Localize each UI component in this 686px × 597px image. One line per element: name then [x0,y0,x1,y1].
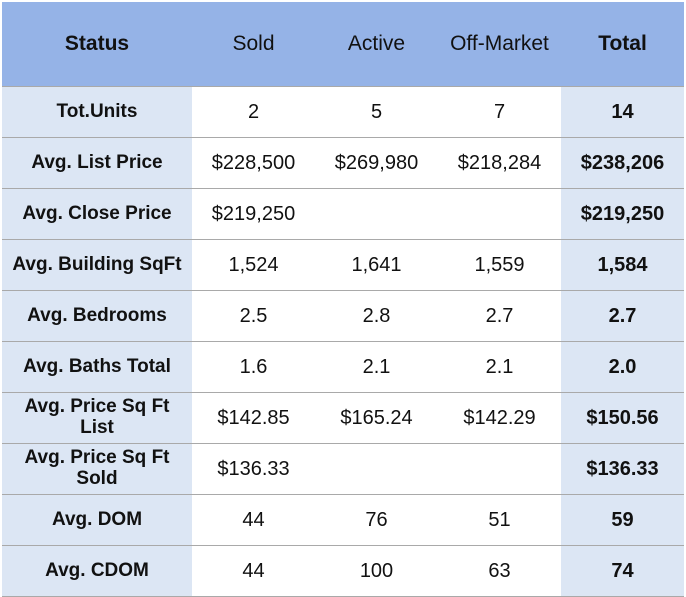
table-cell: $142.85 [192,392,315,444]
row-label: Avg. Building SqFt [2,239,192,291]
table-cell: $136.33 [192,443,315,495]
table-cell: 2.7 [438,290,561,342]
column-header: Sold [192,2,315,87]
total-cell: 74 [561,545,684,597]
table-cell: 2.1 [438,341,561,393]
table-cell: 7 [438,86,561,138]
row-label: Tot.Units [2,86,192,138]
table-cell: 1,524 [192,239,315,291]
row-label: Avg. Price Sq Ft Sold [2,443,192,495]
table-cell: $165.24 [315,392,438,444]
row-label: Avg. Baths Total [2,341,192,393]
column-header: Status [2,2,192,87]
table-row: Avg. Price Sq Ft Sold $136.33 $136.33 [2,443,684,495]
table-cell: $228,500 [192,137,315,189]
table-cell [438,443,561,495]
table-row: Avg. CDOM 44 100 63 74 [2,545,684,597]
table-cell: 44 [192,545,315,597]
row-label: Avg. DOM [2,494,192,546]
table-cell: 2.5 [192,290,315,342]
table-cell: 76 [315,494,438,546]
table-cell: $219,250 [192,188,315,240]
column-header: Off-Market [438,2,561,87]
table-cell: 100 [315,545,438,597]
table-cell: 5 [315,86,438,138]
table-cell: $269,980 [315,137,438,189]
table-cell: 2.1 [315,341,438,393]
row-label: Avg. List Price [2,137,192,189]
total-cell: 1,584 [561,239,684,291]
table-cell: 51 [438,494,561,546]
table-cell: 1.6 [192,341,315,393]
row-label: Avg. Price Sq Ft List [2,392,192,444]
column-header: Active [315,2,438,87]
table-row: Avg. DOM 44 76 51 59 [2,494,684,546]
table-cell: 2.8 [315,290,438,342]
table-cell: $218,284 [438,137,561,189]
row-label: Avg. Bedrooms [2,290,192,342]
table-body: Tot.Units 2 5 7 14 Avg. List Price $228,500 $26… [2,86,684,597]
total-cell: $219,250 [561,188,684,240]
table-cell: 1,641 [315,239,438,291]
table-row: Avg. Baths Total 1.6 2.1 2.1 2.0 [2,341,684,393]
table-row: Tot.Units 2 5 7 14 [2,86,684,138]
table-row: Avg. Bedrooms 2.5 2.8 2.7 2.7 [2,290,684,342]
table-cell: 63 [438,545,561,597]
table-row: Avg. Close Price $219,250 $219,250 [2,188,684,240]
table-row: Avg. Building SqFt 1,524 1,641 1,559 1,584 [2,239,684,291]
table-cell: 2 [192,86,315,138]
table-cell [315,443,438,495]
header-row: Status Sold Active Off-Market Total [2,2,684,87]
table-cell: 1,559 [438,239,561,291]
table-cell: 44 [192,494,315,546]
table-cell [315,188,438,240]
table-row: Avg. List Price $228,500 $269,980 $218,284 $… [2,137,684,189]
row-label: Avg. Close Price [2,188,192,240]
table-row: Avg. Price Sq Ft List $142.85 $165.24 $142.… [2,392,684,444]
column-header: Total [561,2,684,87]
total-cell: $136.33 [561,443,684,495]
total-cell: 2.7 [561,290,684,342]
total-cell: $238,206 [561,137,684,189]
total-cell: $150.56 [561,392,684,444]
table-cell: $142.29 [438,392,561,444]
total-cell: 14 [561,86,684,138]
total-cell: 59 [561,494,684,546]
total-cell: 2.0 [561,341,684,393]
row-label: Avg. CDOM [2,545,192,597]
table-cell [438,188,561,240]
